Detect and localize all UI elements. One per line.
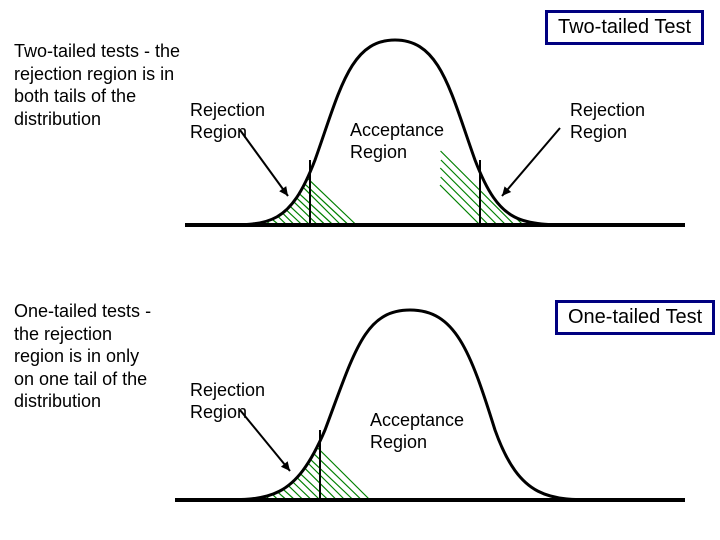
two-tailed-description: Two-tailed tests - the rejection region … <box>14 40 184 130</box>
one-tailed-plot <box>170 295 690 510</box>
one-tailed-description: One-tailed tests - the rejection region … <box>14 300 164 413</box>
two-tailed-plot <box>180 30 690 240</box>
